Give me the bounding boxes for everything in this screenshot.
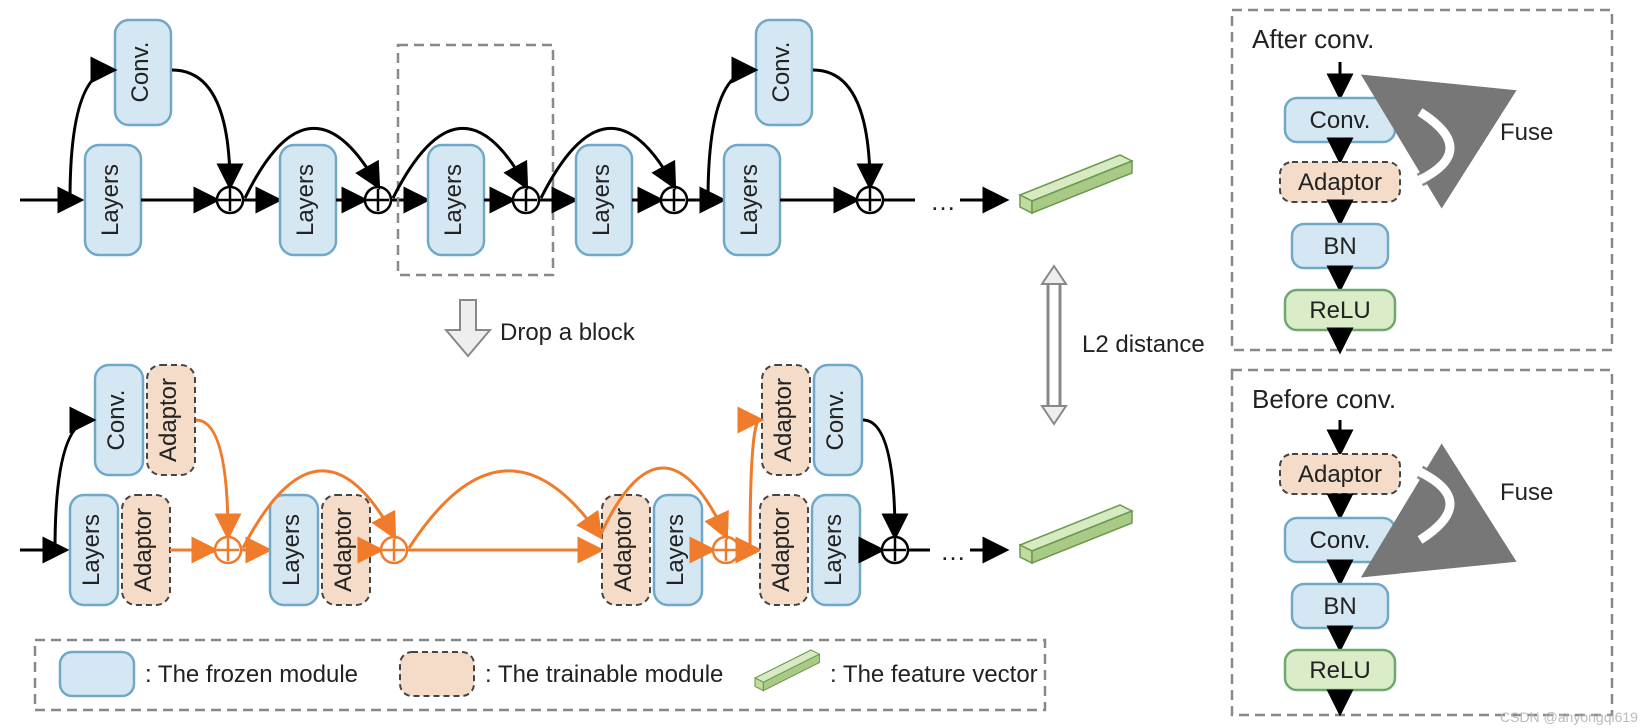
svg-text:Adaptor: Adaptor xyxy=(610,508,637,592)
svg-text:ReLU: ReLU xyxy=(1309,297,1370,324)
svg-text:Before conv.: Before conv. xyxy=(1252,384,1396,414)
l2-arrow: L2 distance xyxy=(1042,266,1205,424)
before-conv: Before conv. Adaptor Conv. BN ReLU Fuse xyxy=(1252,384,1553,712)
svg-text:Conv.: Conv. xyxy=(822,390,849,451)
svg-text:Adaptor: Adaptor xyxy=(770,378,797,462)
svg-text:Conv.: Conv. xyxy=(768,42,795,103)
svg-text:Conv.: Conv. xyxy=(1310,527,1371,554)
layers-label: Layers xyxy=(97,164,124,236)
svg-text:After conv.: After conv. xyxy=(1252,24,1374,54)
svg-text:Adaptor: Adaptor xyxy=(155,378,182,462)
after-conv: After conv. Conv. Adaptor BN ReLU Fuse xyxy=(1252,24,1553,350)
svg-text:: The frozen module: : The frozen module xyxy=(145,661,358,688)
conv-label: Conv. xyxy=(127,42,154,103)
drop-arrow: Drop a block xyxy=(446,300,636,356)
svg-text:Layers: Layers xyxy=(736,164,763,236)
bottom-pipeline: Conv. Adaptor Layers Adaptor Layers Adap… xyxy=(20,365,1005,605)
legend: : The frozen module : The trainable modu… xyxy=(60,650,1038,696)
svg-text:ReLU: ReLU xyxy=(1309,657,1370,684)
svg-text:Layers: Layers xyxy=(292,164,319,236)
svg-text:Conv.: Conv. xyxy=(103,390,130,451)
svg-text:: The feature vector: : The feature vector xyxy=(830,661,1038,688)
feature-vector-top xyxy=(1020,155,1132,213)
svg-text:Fuse: Fuse xyxy=(1500,119,1553,146)
svg-text:BN: BN xyxy=(1323,593,1356,620)
svg-text:Layers: Layers xyxy=(662,514,689,586)
svg-text:Layers: Layers xyxy=(820,514,847,586)
plus2 xyxy=(365,187,391,213)
svg-text:Layers: Layers xyxy=(588,164,615,236)
svg-text:L2 distance: L2 distance xyxy=(1082,331,1205,358)
svg-text:Conv.: Conv. xyxy=(1310,107,1371,134)
svg-text:Layers: Layers xyxy=(440,164,467,236)
svg-text:Adaptor: Adaptor xyxy=(130,508,157,592)
svg-text:BN: BN xyxy=(1323,233,1356,260)
svg-text:Drop a block: Drop a block xyxy=(500,319,636,346)
svg-text:Adaptor: Adaptor xyxy=(1298,461,1382,488)
watermark: CSDN @anyongqi619 xyxy=(1500,709,1638,725)
feature-vector-bottom xyxy=(1020,505,1132,563)
svg-text:Adaptor: Adaptor xyxy=(768,508,795,592)
svg-text:Adaptor: Adaptor xyxy=(330,508,357,592)
block1: Conv. Layers xyxy=(70,20,230,255)
svg-text:Adaptor: Adaptor xyxy=(1298,169,1382,196)
plus1 xyxy=(217,187,243,213)
svg-text:Layers: Layers xyxy=(278,514,305,586)
svg-text:…: … xyxy=(930,186,956,216)
svg-text:Fuse: Fuse xyxy=(1500,479,1553,506)
svg-text:…: … xyxy=(940,536,966,566)
top-pipeline: Conv. Layers Layers Layers Layers Conv. … xyxy=(20,20,1005,275)
svg-text:: The trainable module: : The trainable module xyxy=(485,661,723,688)
svg-text:Layers: Layers xyxy=(78,514,105,586)
